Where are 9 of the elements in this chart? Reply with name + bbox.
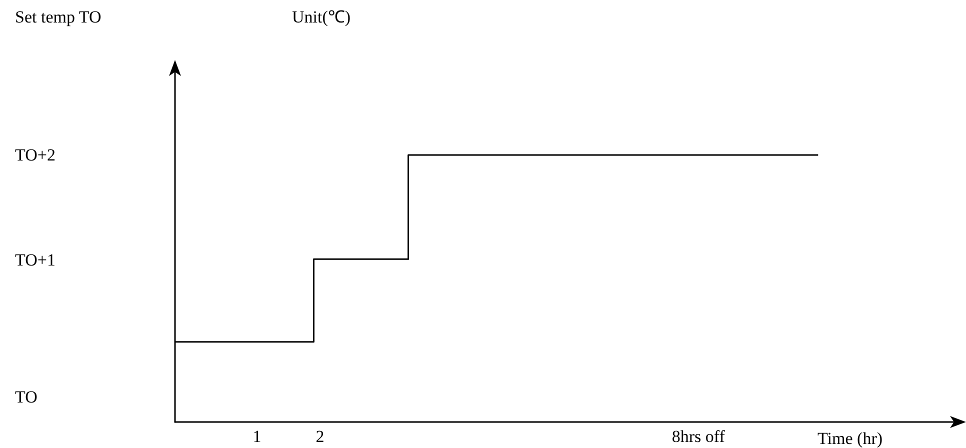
text: TO+1	[15, 250, 56, 270]
x-tick-label: 8hrs off	[672, 427, 726, 446]
x-tick-label: 2	[316, 427, 324, 446]
x-tick-label: 1	[252, 427, 262, 446]
text: TO	[15, 388, 38, 406]
text: Set temp TO	[15, 8, 102, 26]
text: Unit(℃)	[292, 8, 351, 26]
text: TO+2	[15, 146, 56, 164]
x-axis-title: Time (hr)	[817, 429, 883, 448]
